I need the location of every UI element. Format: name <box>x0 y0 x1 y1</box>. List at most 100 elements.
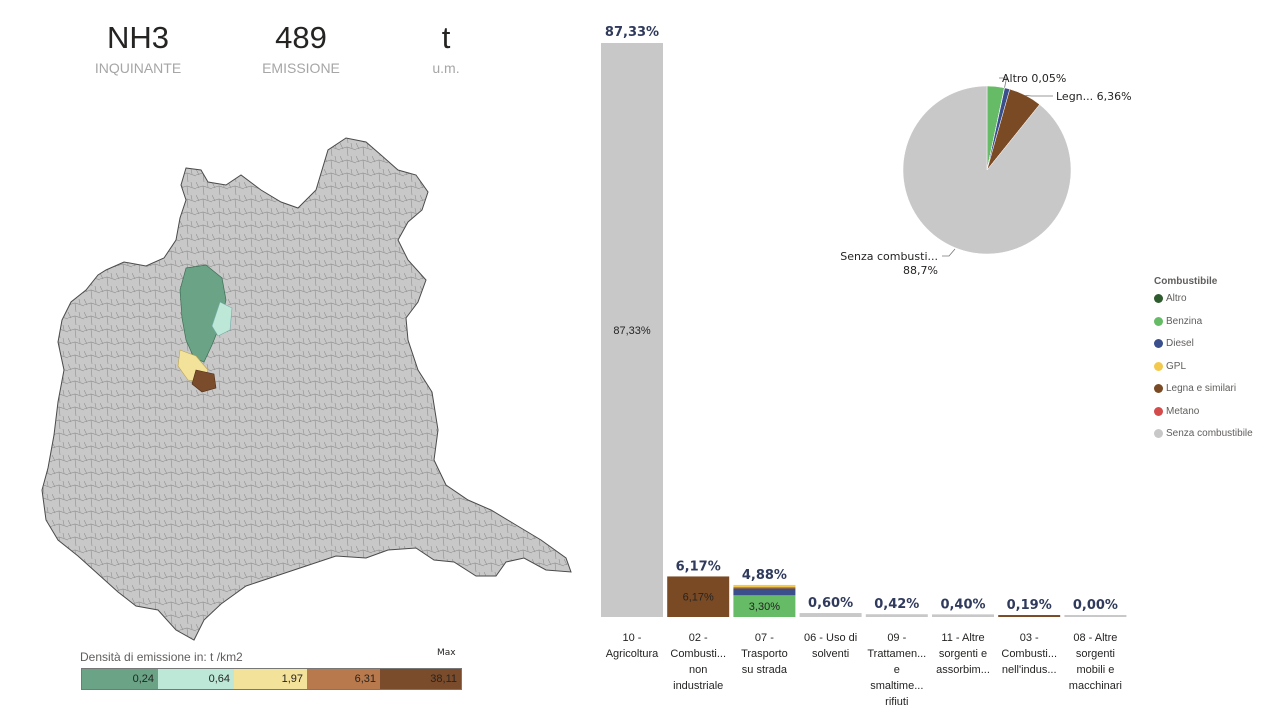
bar-segment[interactable] <box>733 588 796 596</box>
category-tick-label: rifiuti <box>885 696 908 708</box>
category-tick-label: smaltime... <box>870 680 923 692</box>
bar-group[interactable]: 3,30% <box>733 584 796 617</box>
pie-slice[interactable] <box>902 85 1072 255</box>
bar-group[interactable]: 6,17% <box>667 576 730 617</box>
bar-total-label: 0,42% <box>874 597 919 612</box>
bar-total-label: 0,00% <box>1073 598 1118 613</box>
fuel-legend: Combustibile Altro Benzina Diesel GPL Legna … <box>1154 276 1253 451</box>
category-tick-label: assorbim... <box>936 664 990 676</box>
bar-group[interactable] <box>932 614 994 617</box>
fuel-legend-item[interactable]: Altro <box>1154 293 1253 316</box>
fuel-legend-item[interactable]: Senza combustibile <box>1154 428 1253 451</box>
category-tick-label: industriale <box>673 680 723 692</box>
region-map[interactable] <box>36 130 576 645</box>
kpi-emission-value: 489 <box>275 20 327 55</box>
fuel-legend-label: GPL <box>1166 360 1187 372</box>
bar-segment[interactable] <box>799 613 862 617</box>
kpi-pollutant-label: INQUINANTE <box>94 60 182 76</box>
category-tick-label: 06 - Uso di <box>804 632 857 644</box>
bar-group[interactable] <box>998 615 1061 617</box>
pie-leader-line <box>942 248 956 257</box>
fuel-legend-label: Legna e similari <box>1166 383 1237 394</box>
fuel-legend-label: Metano <box>1166 405 1200 417</box>
category-tick-label: su strada <box>742 664 788 676</box>
density-legend-title: Densità di emissione in: t /km2 <box>80 650 243 664</box>
pie-slice-label: Legn... 6,36% <box>1056 90 1132 103</box>
bar-total-label: 4,88% <box>742 568 787 583</box>
density-legend-bar: 0,24 0,64 1,97 6,31 38,11 <box>81 668 462 690</box>
legend-dot-icon <box>1154 361 1163 371</box>
fuel-legend-label: Altro <box>1166 293 1187 304</box>
bar-segment[interactable] <box>733 587 796 589</box>
fuel-legend-item[interactable]: Legna e similari <box>1154 383 1253 406</box>
map-zone-medium-low-density <box>211 301 233 337</box>
legend-dot-icon <box>1154 294 1163 303</box>
pie-slice-label: Senza combusti... <box>840 250 938 263</box>
category-tick-label: 08 - Altre <box>1073 632 1117 644</box>
legend-dot-icon <box>1154 429 1163 438</box>
pie-leader-line <box>1025 94 1053 97</box>
bar-total-label: 87,33% <box>605 25 659 40</box>
category-tick-label: 03 - <box>1020 632 1039 644</box>
bar-total-label: 6,17% <box>676 559 721 574</box>
category-tick-label: Trasporto <box>741 648 788 660</box>
bar-segment[interactable] <box>998 615 1061 617</box>
fuel-pie-chart[interactable]: Altro 0,05% Legn... 6,36% Senza combusti..… <box>830 60 1160 300</box>
category-tick-label: Combusti... <box>1001 648 1057 660</box>
category-tick-label: non <box>689 664 707 676</box>
kpi-unit: t u.m. <box>376 18 516 76</box>
kpi-pollutant: NH3 INQUINANTE <box>68 18 208 76</box>
category-tick-label: Agricoltura <box>606 648 659 660</box>
category-tick-label: mobili e <box>1076 664 1114 676</box>
fuel-legend-item[interactable]: Benzina <box>1154 316 1253 339</box>
sector-bar-chart[interactable]: 87,33% 87,33% 10 - Agricoltura 6,17% 6,17% 02 … <box>590 0 1150 720</box>
bar-group[interactable]: 87,33% <box>601 43 663 617</box>
bar-segment[interactable] <box>733 584 796 588</box>
fuel-legend-item[interactable]: GPL <box>1154 361 1253 384</box>
category-tick-label: solventi <box>812 648 849 660</box>
legend-dot-icon <box>1154 384 1163 393</box>
density-bin: 0,24 <box>82 669 158 689</box>
category-tick-label: macchinari <box>1069 680 1122 692</box>
fuel-legend-item[interactable]: Diesel <box>1154 338 1253 361</box>
bar-group[interactable] <box>865 614 928 617</box>
density-bin: 1,97 <box>234 669 307 689</box>
bar-segment[interactable] <box>932 614 994 617</box>
category-tick-label: sorgenti <box>1076 648 1115 660</box>
bar-total-label: 0,19% <box>1007 598 1052 613</box>
bar-segment[interactable] <box>667 576 730 617</box>
category-tick-label: Combusti... <box>670 648 726 660</box>
bar-segment-label: 6,17% <box>683 592 714 604</box>
legend-dot-icon <box>1154 406 1163 416</box>
density-bin: 0,64 <box>158 669 234 689</box>
bar-segment[interactable] <box>865 614 928 617</box>
pie-slice-label: 88,7% <box>903 264 938 277</box>
kpi-unit-value: t <box>441 20 451 55</box>
fuel-legend-label: Senza combustibile <box>1166 428 1253 439</box>
fuel-legend-title: Combustibile <box>1154 276 1218 287</box>
bar-total-label: 0,40% <box>940 597 985 612</box>
bar-group[interactable] <box>1064 615 1127 617</box>
category-tick-label: 07 - <box>755 632 774 644</box>
fuel-legend-label: Benzina <box>1166 315 1203 327</box>
map-zone-high-density <box>191 369 217 393</box>
kpi-emission-label: EMISSIONE <box>262 60 340 76</box>
kpi-pollutant-value: NH3 <box>106 20 169 55</box>
pie-slice-label: Altro 0,05% <box>1002 72 1066 85</box>
bar-group[interactable] <box>799 613 862 617</box>
legend-dot-icon <box>1154 316 1163 326</box>
bar-segment[interactable] <box>601 43 663 617</box>
bar-segment-label: 87,33% <box>613 325 651 337</box>
fuel-legend-item[interactable]: Metano <box>1154 406 1253 429</box>
kpi-emission: 489 EMISSIONE <box>231 18 371 76</box>
pie-leader-line <box>999 77 1008 88</box>
category-tick-label: 11 - Altre <box>941 632 984 644</box>
municipality-borders <box>42 138 571 640</box>
density-bin: 6,31 <box>307 669 380 689</box>
category-tick-label: Trattamen... <box>867 648 926 660</box>
bar-segment-label: 3,30% <box>749 601 780 613</box>
legend-dot-icon <box>1154 339 1163 348</box>
bar-segment[interactable] <box>1064 615 1127 617</box>
category-tick-label: 02 - <box>689 632 708 644</box>
bar-segment[interactable] <box>733 595 796 617</box>
